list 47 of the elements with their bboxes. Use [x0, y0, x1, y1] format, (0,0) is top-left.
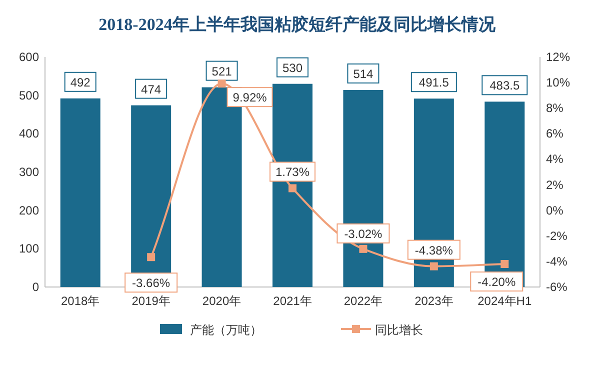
- point: [359, 244, 368, 253]
- y2-tick-label: -4%: [546, 254, 568, 268]
- y2-tick-label: 2%: [546, 178, 564, 192]
- y-tick-label: 500: [18, 88, 40, 102]
- y2-tick-label: 0%: [546, 203, 564, 218]
- y2-tick-label: -6%: [546, 280, 568, 294]
- x-tick-label: 2022年: [344, 294, 383, 308]
- y2-tick-label: -2%: [546, 228, 568, 243]
- data-label: 474: [141, 82, 162, 96]
- y-tick-label: 400: [18, 126, 40, 141]
- y2-tick-label: 6%: [546, 126, 564, 141]
- data-label: 483.5: [490, 78, 520, 93]
- y2-tick-label: 10%: [546, 76, 570, 90]
- x-tick-label: 2018年: [61, 294, 100, 308]
- data-label: 492: [70, 75, 91, 90]
- data-label: 530: [282, 60, 303, 75]
- data-label: 491.5: [418, 76, 450, 90]
- y-tick-label: 200: [18, 203, 40, 218]
- data-label: 514: [353, 66, 374, 81]
- y2-tick-label: 4%: [546, 152, 564, 166]
- data-label: -4.38%: [414, 243, 454, 258]
- point: [430, 262, 438, 270]
- legend-label: 同比增长: [375, 323, 423, 337]
- y-tick-label: 0: [32, 280, 40, 294]
- point: [147, 253, 156, 262]
- data-label: -4.20%: [478, 275, 516, 289]
- point: [500, 260, 509, 268]
- y2-tick-label: 8%: [546, 101, 564, 116]
- bar: [60, 98, 100, 287]
- y-tick-label: 600: [18, 50, 40, 64]
- point: [288, 184, 296, 192]
- data-label: 9.92%: [232, 90, 268, 105]
- legend-label: 产能（万吨）: [190, 323, 262, 337]
- x-tick-label: 2019年: [132, 294, 170, 308]
- y-tick-label: 100: [18, 242, 40, 256]
- x-tick-label: 2024年H1: [478, 294, 532, 308]
- point: [218, 80, 226, 88]
- chart-title: 2018-2024年上半年我国粘胶短纤产能及同比增长情况: [98, 15, 496, 34]
- y-tick-label: 300: [18, 165, 40, 179]
- data-label: -3.02%: [344, 226, 383, 241]
- data-label: -3.66%: [132, 276, 170, 290]
- data-label: 521: [212, 64, 232, 78]
- x-tick-label: 2021年: [273, 294, 312, 308]
- y2-tick-label: 12%: [546, 50, 570, 64]
- data-label: 1.73%: [275, 165, 310, 180]
- x-tick-label: 2023年: [414, 294, 454, 308]
- x-tick-label: 2020年: [202, 294, 242, 308]
